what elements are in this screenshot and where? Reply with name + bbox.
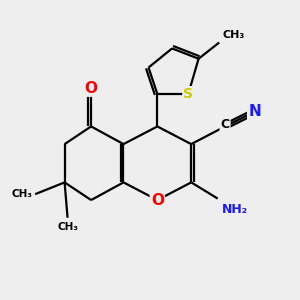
Text: O: O: [85, 81, 98, 96]
Text: C: C: [220, 118, 230, 131]
Text: N: N: [248, 104, 261, 119]
Text: NH₂: NH₂: [222, 203, 248, 216]
Text: CH₃: CH₃: [11, 189, 32, 199]
Text: CH₃: CH₃: [222, 30, 244, 40]
Text: CH₃: CH₃: [57, 222, 78, 232]
Text: S: S: [183, 87, 193, 101]
Text: O: O: [151, 193, 164, 208]
